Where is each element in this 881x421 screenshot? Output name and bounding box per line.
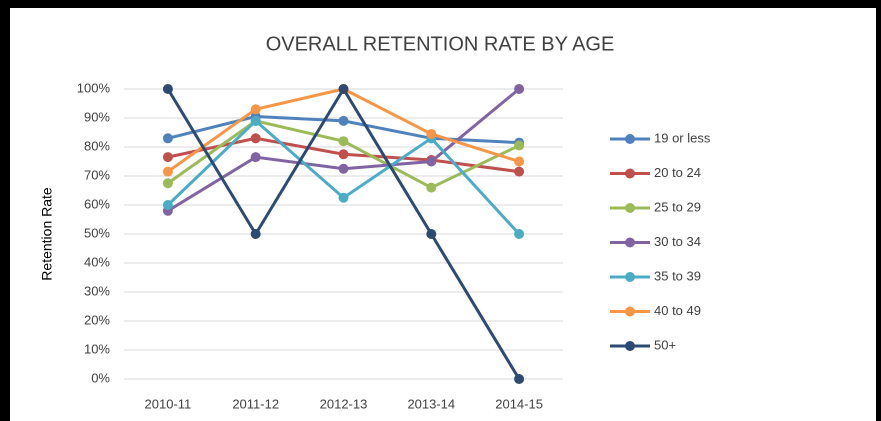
legend-marker	[625, 237, 635, 248]
marker	[162, 200, 173, 210]
y-axis-label: Retention Rate	[39, 187, 55, 281]
y-tick-label: 100%	[77, 80, 111, 95]
legend-label: 30 to 34	[654, 234, 701, 249]
legend-label: 35 to 39	[654, 268, 701, 283]
marker	[426, 182, 437, 193]
chart-area	[10, 8, 876, 421]
x-tick-label: 2010-11	[145, 396, 192, 411]
legend-marker	[625, 272, 635, 282]
marker	[162, 133, 173, 144]
marker	[338, 149, 349, 160]
legend-label: 25 to 29	[654, 199, 701, 214]
marker	[250, 229, 261, 239]
marker	[162, 84, 173, 94]
legend-marker	[625, 306, 635, 317]
y-tick-label: 80%	[84, 138, 110, 153]
x-tick-label: 2014-15	[495, 396, 543, 411]
marker	[338, 136, 349, 147]
marker	[514, 156, 525, 167]
marker	[250, 104, 261, 115]
y-tick-label: 40%	[84, 254, 110, 269]
x-tick-label: 2012-13	[320, 396, 368, 411]
x-tick-label: 2011-12	[232, 396, 279, 411]
legend-marker	[625, 203, 635, 213]
y-tick-label: 70%	[84, 167, 110, 182]
legend-marker	[625, 341, 635, 351]
y-tick-label: 60%	[84, 196, 110, 211]
legend-label: 19 or less	[654, 130, 711, 145]
marker	[162, 166, 173, 177]
x-tick-label: 2013-14	[407, 396, 455, 411]
marker	[338, 192, 349, 203]
marker	[162, 152, 173, 163]
y-tick-label: 30%	[84, 283, 110, 298]
marker	[250, 133, 261, 144]
marker	[338, 115, 349, 126]
marker	[426, 156, 437, 167]
marker	[426, 128, 437, 139]
marker	[514, 374, 525, 384]
marker	[250, 152, 261, 163]
marker	[514, 229, 525, 239]
y-tick-label: 50%	[84, 225, 110, 240]
legend-label: 40 to 49	[654, 303, 701, 318]
marker	[338, 163, 349, 174]
legend-marker	[625, 168, 635, 179]
legend-label: 20 to 24	[654, 165, 701, 180]
marker	[514, 166, 525, 177]
chart-title: OVERALL RETENTION RATE BY AGE	[266, 33, 615, 55]
y-tick-label: 90%	[84, 109, 110, 124]
marker	[338, 84, 349, 94]
y-tick-label: 10%	[84, 341, 110, 356]
marker	[426, 229, 437, 239]
marker	[250, 115, 261, 126]
y-tick-label: 0%	[91, 370, 110, 385]
marker	[162, 178, 173, 189]
legend-label: 50+	[654, 337, 676, 352]
marker	[514, 140, 525, 151]
y-tick-label: 20%	[84, 312, 110, 327]
legend-marker	[625, 134, 635, 144]
marker	[514, 84, 525, 94]
